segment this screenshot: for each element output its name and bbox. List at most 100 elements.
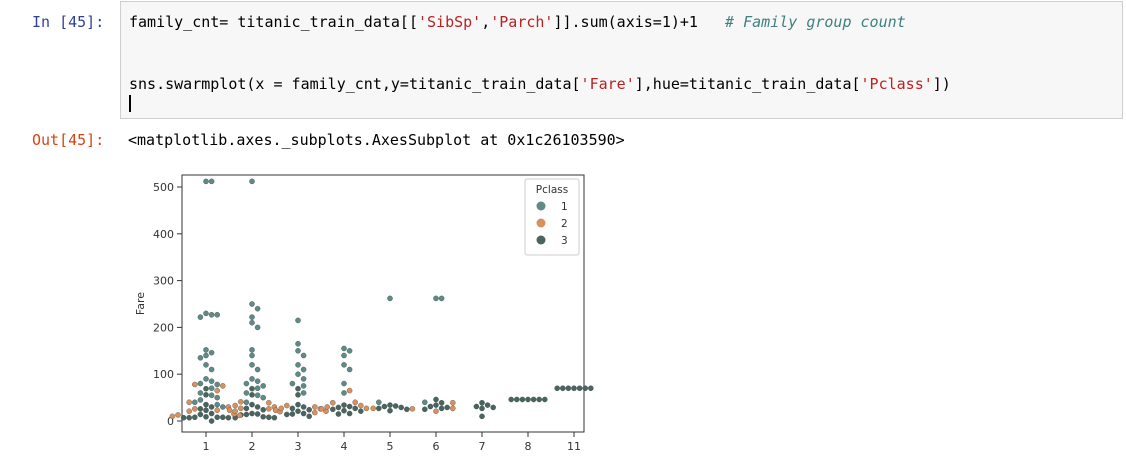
code-string: 'SibSp' [417,13,482,31]
swarm-point-class-3 [243,411,250,418]
swarm-point-class-2 [214,387,220,394]
output-text: <matplotlib.axes._subplots.AxesSubplot a… [128,131,625,149]
swarm-point-class-3 [554,385,560,391]
swarm-point-class-3 [203,414,209,420]
swarm-point-class-1 [341,362,347,368]
swarm-point-class-3 [335,404,342,411]
legend-label-1: 1 [561,201,568,213]
swarm-point-class-1 [208,312,215,318]
code-string: 'Fare' [580,75,635,93]
swarm-point-class-2 [169,413,176,420]
swarm-point-class-2 [175,412,181,418]
swarm-point-class-1 [208,349,215,356]
text-cursor [129,95,131,112]
swarm-point-class-1 [243,380,250,387]
swarm-point-class-3 [295,408,301,414]
swarm-point-class-3 [404,406,410,413]
swarm-point-class-3 [243,405,250,412]
swarm-point-class-1 [243,390,250,396]
swarm-point-class-3 [203,385,209,392]
swarm-point-class-3 [398,404,404,411]
swarm-point-class-1 [214,394,220,401]
swarm-point-class-3 [295,401,301,408]
swarm-point-class-2 [226,407,233,413]
swarm-point-class-2 [330,399,336,406]
x-tick-label: 1 [203,440,210,453]
swarm-point-class-2 [186,408,192,414]
swarm-point-class-3 [254,411,261,417]
code-line-1: family_cnt= titanic_train_data[['SibSp',… [129,13,906,31]
swarm-point-class-1 [300,376,307,382]
swarm-point-class-3 [300,410,307,417]
swarm-point-class-3 [560,385,566,391]
swarm-point-class-3 [427,403,434,410]
legend-label-3: 3 [561,235,568,247]
swarm-point-class-3 [346,410,353,417]
swarm-point-class-1 [387,295,393,302]
swarm-point-class-1 [249,301,255,307]
swarm-point-class-2 [450,399,456,406]
swarm-point-class-1 [300,390,307,396]
swarm-point-class-3 [208,404,215,410]
swarm-point-class-2 [272,407,279,413]
swarm-point-class-3 [197,406,204,412]
swarm-point-class-3 [346,403,353,410]
legend-marker-1 [536,201,546,211]
swarm-point-class-1 [254,324,261,331]
swarm-point-class-1 [295,341,301,347]
swarm-point-class-1 [295,317,301,324]
swarm-point-class-3 [330,406,336,413]
swarm-point-class-3 [530,396,537,403]
swarm-point-class-3 [260,407,266,413]
swarm-point-class-3 [571,385,577,391]
swarm-point-class-1 [214,381,220,388]
code-editor[interactable]: family_cnt= titanic_train_data[['SibSp',… [120,1,1123,119]
swarm-point-class-3 [387,402,393,408]
swarm-point-class-3 [473,403,480,410]
swarm-point-class-2 [450,405,456,412]
swarm-point-class-2 [318,406,325,412]
swarm-point-class-1 [295,371,301,377]
legend-title: Pclass [536,184,568,196]
legend-marker-2 [536,218,546,228]
swarm-point-class-3 [289,405,296,412]
swarm-point-class-1 [208,392,215,399]
swarm-point-class-1 [300,366,307,373]
swarm-point-class-1 [438,295,445,302]
swarm-point-class-1 [203,352,209,359]
code-token: sns.swarmplot(x = family_cnt,y=titanic_t… [129,75,581,93]
swarm-point-class-1 [341,345,347,352]
swarm-point-class-3 [514,396,520,403]
swarm-point-class-3 [484,402,491,408]
swarm-point-class-1 [254,378,261,384]
y-tick-label: 500 [153,181,174,194]
swarm-point-class-2 [346,387,353,394]
swarm-point-class-3 [220,414,226,421]
swarm-point-class-2 [409,406,416,412]
legend-box [524,178,580,256]
swarm-point-class-1 [249,178,255,185]
swarm-point-class-2 [232,408,238,414]
swarm-point-class-1 [197,380,204,387]
swarm-point-class-2 [433,408,439,414]
swarm-point-class-2 [352,399,358,406]
swarm-point-class-3 [306,413,312,420]
swarm-point-class-3 [203,392,209,398]
x-tick-label: 7 [479,440,486,453]
swarm-point-class-2 [192,406,198,412]
x-tick-label: 8 [525,440,532,453]
swarm-point-class-3 [300,404,307,410]
swarm-point-class-3 [249,410,255,417]
swarm-point-class-2 [370,405,376,412]
swarm-point-class-2 [214,407,220,413]
swarm-point-class-1 [208,366,215,373]
code-token: ]) [932,75,951,93]
swarm-point-class-1 [254,385,261,391]
swarm-point-class-3 [295,392,301,398]
swarm-point-class-3 [306,407,312,413]
swarm-point-class-1 [197,314,204,320]
code-string: 'Parch' [490,13,554,31]
swarm-point-class-1 [243,399,250,406]
swarm-point-class-1 [341,390,347,396]
